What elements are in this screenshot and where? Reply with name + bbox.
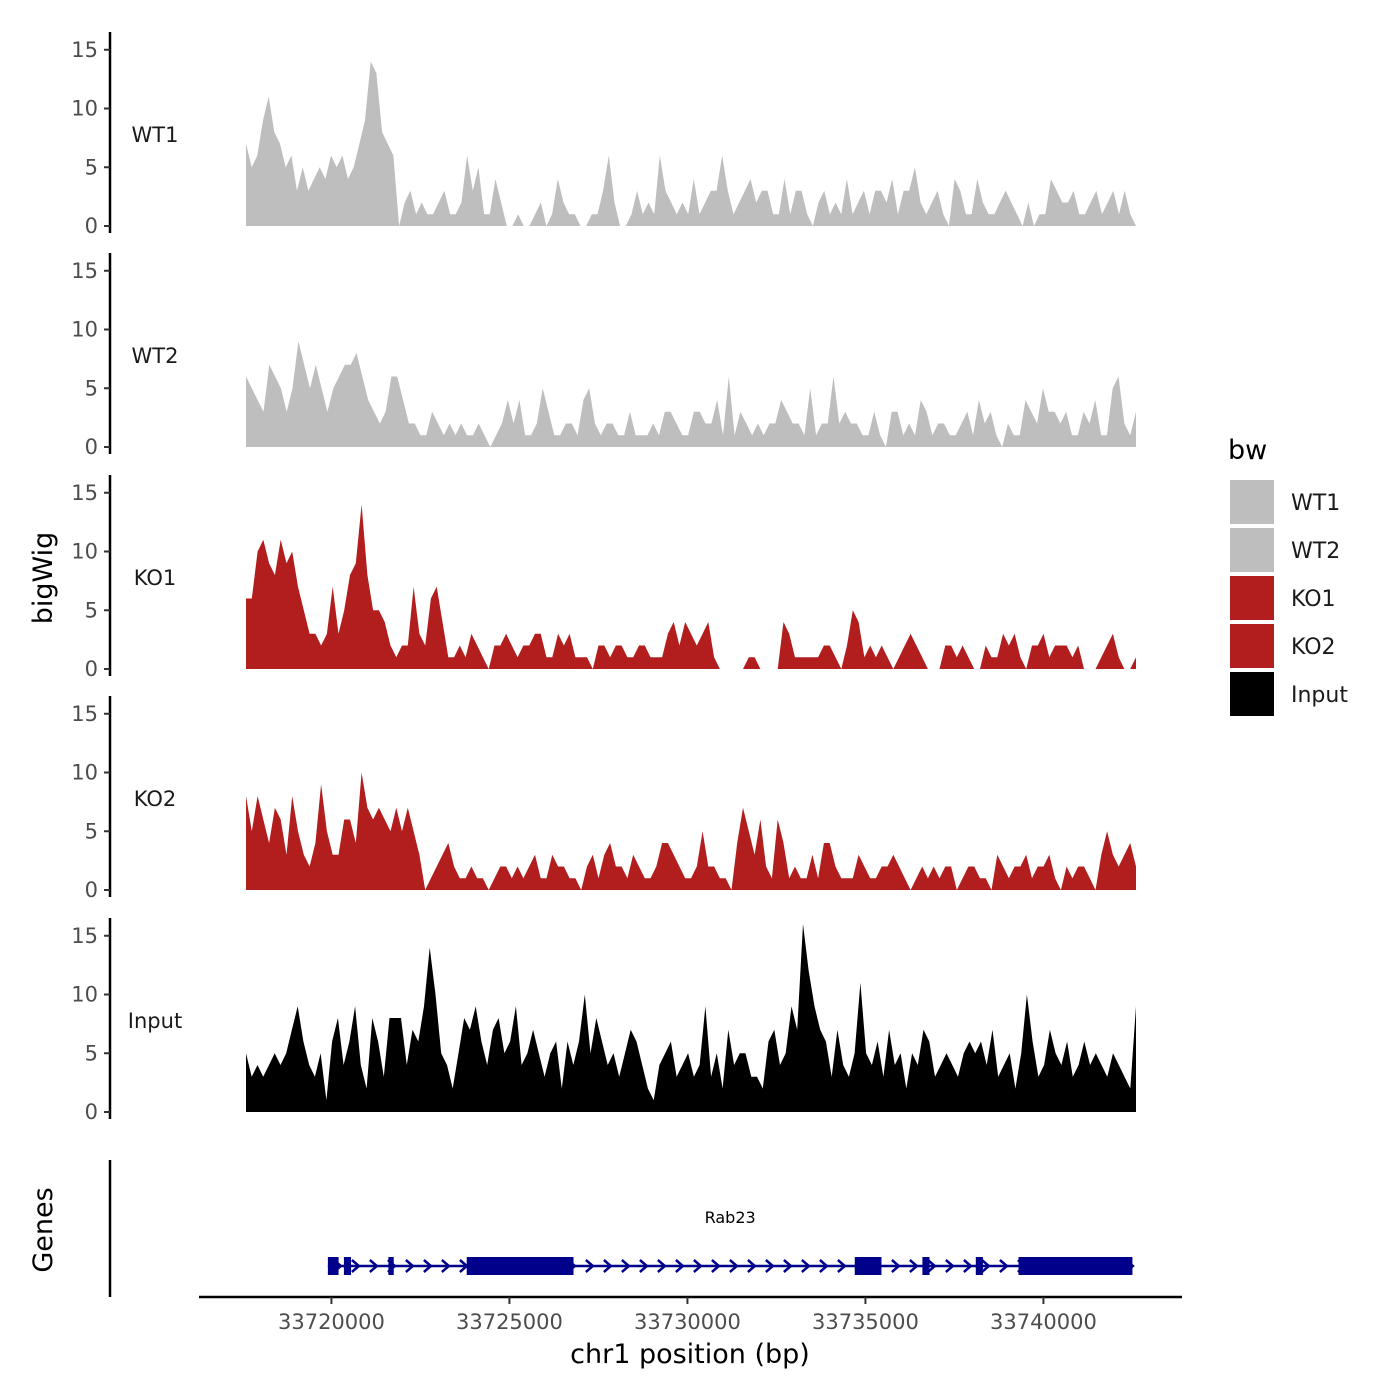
y-tick-label: 0: [85, 435, 98, 459]
track-ko2: 0 5 10 15 KO2: [71, 696, 1136, 902]
legend-swatch-ko2: [1230, 624, 1274, 668]
strand-arrow: [621, 1259, 631, 1273]
x-tick-label: 33725000: [456, 1310, 563, 1334]
strand-arrow: [369, 1259, 379, 1273]
y-tick-label: 15: [71, 38, 98, 62]
strand-arrow: [711, 1259, 721, 1273]
exon: [466, 1257, 574, 1275]
legend-label-wt2: WT2: [1291, 539, 1340, 564]
strand-arrow: [639, 1259, 649, 1273]
coverage-area-input: [246, 924, 1136, 1112]
y-tick-label: 15: [71, 481, 98, 505]
coverage-area-wt2: [246, 341, 1136, 447]
coverage-area-ko1: [246, 504, 1136, 669]
y-tick-label: 0: [85, 214, 98, 238]
track-label-ko2: KO2: [134, 787, 177, 811]
strand-arrow: [981, 1259, 991, 1273]
exon: [854, 1257, 882, 1275]
y-tick-label: 5: [85, 598, 98, 622]
exon: [922, 1257, 930, 1275]
strand-arrow: [819, 1259, 829, 1273]
y-tick-label: 15: [71, 702, 98, 726]
y-tick-label: 10: [71, 540, 98, 564]
exon: [327, 1257, 339, 1275]
strand-arrow: [747, 1259, 757, 1273]
y-tick-label: 5: [85, 819, 98, 843]
gene-rab23: Rab23: [327, 1208, 1135, 1275]
legend-label-wt1: WT1: [1291, 491, 1340, 516]
legend-label-ko1: KO1: [1291, 587, 1336, 612]
y-tick-label: 5: [85, 155, 98, 179]
gene-track-title: Genes: [28, 1187, 59, 1272]
legend-swatch-input: [1230, 672, 1274, 716]
y-tick-label: 0: [85, 878, 98, 902]
x-axis: 33720000 33725000 33730000 33735000 33740000: [199, 1295, 1182, 1334]
x-axis-title: chr1 position (bp): [570, 1339, 810, 1370]
legend-label-input: Input: [1291, 683, 1348, 708]
exon: [343, 1257, 352, 1275]
strand-arrow: [801, 1259, 811, 1273]
coverage-area-ko2: [246, 772, 1136, 890]
x-tick-label: 33720000: [278, 1310, 385, 1334]
track-label-wt1: WT1: [132, 123, 179, 147]
y-tick-label: 15: [71, 924, 98, 948]
gene-track: Rab23: [108, 1160, 1135, 1297]
track-label-input: Input: [128, 1009, 182, 1033]
track-wt2: 0 5 10 15 WT2: [71, 253, 1136, 459]
strand-arrow: [657, 1259, 667, 1273]
x-tick-label: 33735000: [812, 1310, 919, 1334]
y-tick-label: 5: [85, 376, 98, 400]
x-tick-label: 33740000: [990, 1310, 1097, 1334]
coverage-area-wt1: [246, 61, 1136, 226]
y-tick-label: 10: [71, 761, 98, 785]
strand-arrow: [675, 1259, 685, 1273]
y-tick-label: 5: [85, 1041, 98, 1065]
legend-swatch-ko1: [1230, 576, 1274, 620]
legend: bw WT1 WT2 KO1 KO2 Input: [1228, 435, 1348, 716]
strand-arrow: [891, 1259, 901, 1273]
x-tick-label: 33730000: [634, 1310, 741, 1334]
strand-arrow: [693, 1259, 703, 1273]
y-tick-label: 15: [71, 259, 98, 283]
legend-swatch-wt2: [1230, 528, 1274, 572]
y-axis-title: bigWig: [28, 532, 59, 625]
strand-arrow: [405, 1259, 415, 1273]
strand-arrow: [945, 1259, 955, 1273]
track-ko1: 0 5 10 15 KO1: [71, 475, 1136, 681]
y-tick-label: 0: [85, 657, 98, 681]
track-input: 0 5 10 15 Input: [71, 918, 1136, 1124]
exon: [388, 1257, 394, 1275]
strand-arrow: [351, 1259, 361, 1273]
track-wt1: 0 5 10 15 WT1: [71, 32, 1136, 238]
legend-swatch-wt1: [1230, 480, 1274, 524]
exon: [975, 1257, 983, 1275]
track-label-ko1: KO1: [134, 566, 177, 590]
legend-title: bw: [1228, 435, 1267, 466]
strand-arrow: [585, 1259, 595, 1273]
track-label-wt2: WT2: [132, 344, 179, 368]
exon: [1018, 1257, 1133, 1275]
strand-arrow: [765, 1259, 775, 1273]
coverage-tracks: 0 5 10 15 WT1 0 5 10 15 WT2 0 5 10 15 KO1 0 5 10 15 KO2 0 5 10…: [71, 32, 1136, 1124]
y-tick-label: 0: [85, 1100, 98, 1124]
strand-arrow: [423, 1259, 433, 1273]
strand-arrow: [999, 1259, 1009, 1273]
y-tick-label: 10: [71, 97, 98, 121]
y-tick-label: 10: [71, 983, 98, 1007]
strand-arrow: [909, 1259, 919, 1273]
gene-name-label: Rab23: [705, 1208, 756, 1227]
strand-arrow: [963, 1259, 973, 1273]
legend-label-ko2: KO2: [1291, 635, 1336, 660]
strand-arrow: [603, 1259, 613, 1273]
y-tick-label: 10: [71, 318, 98, 342]
strand-arrow: [837, 1259, 847, 1273]
strand-arrow: [783, 1259, 793, 1273]
strand-arrow: [729, 1259, 739, 1273]
strand-arrow: [441, 1259, 451, 1273]
strand-arrow: [927, 1259, 937, 1273]
